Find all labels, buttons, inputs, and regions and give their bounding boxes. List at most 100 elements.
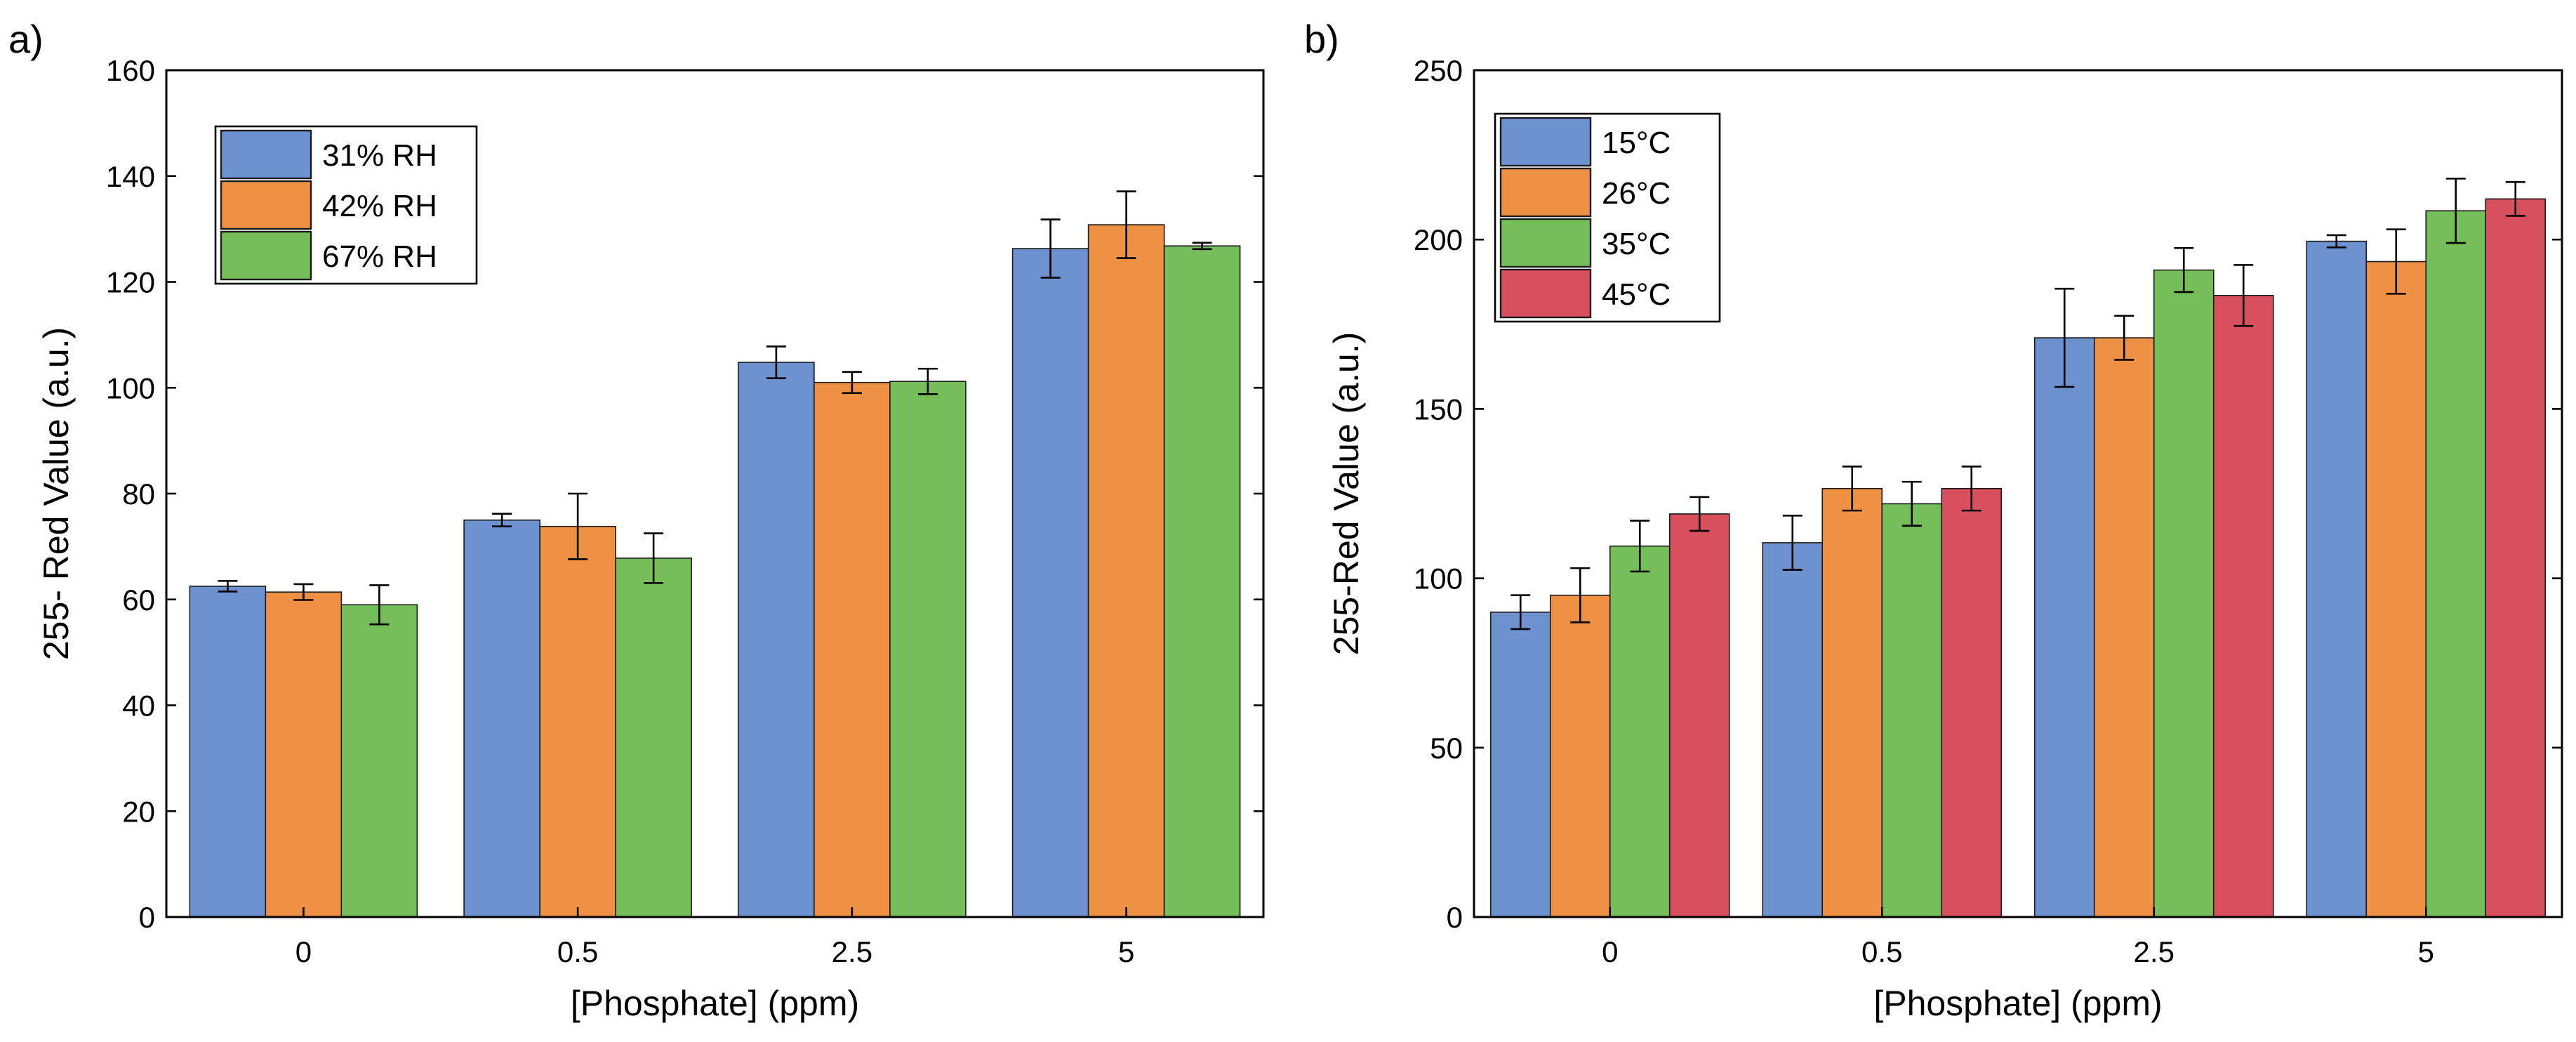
panel-b-bar-s0-c0 (1489, 612, 1551, 918)
panel-a-bar-s0-c3 (1011, 248, 1089, 918)
panel-b-ytick-label-0: 0 (1447, 901, 1463, 934)
panel-a-error-bar-s1-c0 (293, 583, 314, 601)
panel-b-error-bar-s3-c3 (2505, 180, 2525, 217)
panel-a-error-bar-s0-c3 (1040, 218, 1061, 279)
panel-b-legend-label-2: 35°C (1602, 227, 1671, 261)
panel-b-error-bar-s3-c0 (1689, 496, 1710, 532)
panel-b-error-bar-s1-c0 (1570, 567, 1591, 624)
panel-a-error-bar-s1-c3 (1116, 190, 1136, 259)
panel-b-bar-s2-c0 (1609, 545, 1671, 918)
panel-a-ytick-label-8: 160 (106, 54, 155, 87)
panel-b-xtick-label-2: 2.5 (2134, 935, 2175, 968)
panel-a-y-axis-label: 255- Red Value (a.u.) (36, 327, 76, 660)
panel-a-bar-s2-c1 (615, 558, 692, 918)
panel-b-error-bar-s3-c2 (2233, 264, 2254, 327)
panel-b-xtick-label-0: 0 (1602, 935, 1618, 968)
panel-b-x-axis-label: [Phosphate] (ppm) (1873, 984, 2162, 1023)
panel-a-error-bar-s1-c2 (842, 371, 862, 395)
panel-b-bar-s3-c1 (1941, 487, 2003, 918)
panel-a-bar-s2-c2 (889, 381, 967, 918)
panel-b-bar-s3-c0 (1668, 513, 1730, 918)
panel-a-ytick-label-2: 40 (122, 690, 155, 723)
panel-b-xtick-label-3: 5 (2418, 935, 2434, 968)
panel-b-error-bar-s0-c2 (2054, 287, 2075, 388)
panel-b-ytick-label-4: 200 (1414, 223, 1463, 256)
panel-b-legend-swatch-1 (1499, 167, 1592, 218)
panel-a-bar-s0-c2 (738, 362, 815, 918)
panel-b-axes-frame (1473, 69, 2563, 918)
panel-b-error-bar-s2-c3 (2445, 178, 2466, 244)
panel-a-bar-s1-c0 (265, 591, 343, 918)
panel-b-legend-label-1: 26°C (1602, 176, 1671, 211)
panel-a-legend-label-0: 31% RH (322, 138, 437, 173)
panel-a-error-bar-s1-c1 (568, 492, 588, 560)
panel-a-legend-swatch-2 (220, 230, 312, 281)
panel-b-error-bar-s0-c1 (1782, 515, 1802, 571)
panel-a-error-bar-s2-c2 (917, 367, 938, 395)
panel-b-legend-swatch-2 (1499, 218, 1592, 268)
panel-a-ytick-label-7: 140 (106, 160, 155, 193)
panel-b-ytick-label-2: 100 (1414, 562, 1463, 595)
panel-b-bar-s0-c3 (2306, 240, 2368, 918)
panel-a-legend-label-1: 42% RH (322, 189, 437, 223)
panel-b-error-bar-s2-c1 (1901, 480, 1922, 527)
panel-a-xtick-label-2: 2.5 (832, 935, 872, 968)
panel-a-error-bar-s0-c2 (766, 345, 786, 379)
panel-b-ytick-label-1: 50 (1430, 732, 1463, 765)
panel-a-error-bar-s0-c0 (218, 580, 238, 593)
panel-a-bar-s2-c3 (1163, 245, 1241, 918)
chart-panel-a: 0 20 40 60 80 100 120 140 160 0 0.5 2.5 5 [Phosphate]… (36, 54, 1265, 1023)
panel-a-legend-label-2: 67% RH (322, 239, 437, 274)
panel-b-bar-s2-c3 (2425, 210, 2487, 918)
panel-b-error-bar-s1-c3 (2386, 228, 2406, 295)
panel-b-xtick-label-1: 0.5 (1861, 935, 1902, 968)
panel-b-bar-s0-c2 (2033, 337, 2095, 918)
panel-a-legend-swatch-0 (220, 129, 312, 180)
panel-a-ytick-label-5: 100 (106, 371, 155, 404)
panel-b-error-bar-s2-c2 (2174, 246, 2194, 294)
panel-b-error-bar-s0-c3 (2326, 234, 2346, 249)
panel-b-legend-swatch-3 (1499, 268, 1592, 319)
panel-a-bar-s1-c2 (814, 381, 891, 918)
panel-b-error-bar-s2-c0 (1630, 520, 1650, 573)
panel-b-bar-s1-c3 (2365, 260, 2427, 918)
panel-a-bar-s1-c1 (539, 525, 616, 918)
panel-a-ytick-label-3: 60 (122, 583, 155, 616)
panel-b-error-bar-s0-c0 (1511, 594, 1531, 631)
panel-a-ytick-label-0: 0 (139, 901, 155, 934)
panel-a-ytick-label-1: 20 (122, 795, 155, 828)
panel-b-bar-s2-c1 (1881, 503, 1943, 918)
panel-b-ytick-label-5: 250 (1414, 54, 1463, 87)
panel-a-error-bar-s2-c0 (369, 584, 390, 626)
panel-b-legend-swatch-0 (1499, 117, 1592, 167)
panel-a-label: a) (8, 17, 44, 61)
panel-a-error-bar-s0-c1 (492, 513, 512, 528)
panel-b-bar-s3-c2 (2212, 294, 2274, 918)
panel-a-x-axis-label: [Phosphate] (ppm) (571, 984, 859, 1023)
panel-a-bar-s0-c1 (463, 519, 540, 918)
panel-a-xtick-label-0: 0 (296, 935, 312, 968)
panel-b-error-bar-s1-c2 (2114, 315, 2135, 361)
panel-b-bar-s1-c1 (1821, 487, 1883, 918)
chart-panel-b: 0 50 100 150 200 250 0 0.5 2.5 5 [Phosphate] (ppm)… (1327, 54, 2563, 1023)
panel-a-bar-s0-c0 (189, 586, 267, 918)
panel-b-bar-s3-c3 (2485, 198, 2547, 918)
panel-b-legend-label-0: 15°C (1602, 126, 1671, 160)
panel-b-error-bar-s3-c1 (1961, 466, 1981, 512)
panel-b-ytick-label-3: 150 (1414, 393, 1463, 426)
panel-a-ytick-label-6: 120 (106, 266, 155, 299)
panel-b-legend-label-3: 45°C (1602, 277, 1671, 312)
panel-a-xtick-label-1: 0.5 (557, 935, 598, 968)
panel-b-bar-s2-c2 (2153, 269, 2215, 918)
panel-a-bar-s2-c0 (340, 604, 418, 918)
panel-b-bar-s0-c1 (1762, 542, 1824, 918)
panel-a-bar-s1-c3 (1087, 224, 1165, 918)
panel-b-error-bar-s1-c1 (1842, 466, 1862, 512)
panel-a-ytick-label-4: 80 (122, 477, 155, 510)
panel-a-error-bar-s2-c3 (1192, 242, 1212, 251)
panel-b-y-axis-label: 255-Red Value (a.u.) (1327, 332, 1366, 655)
panel-b-label: b) (1304, 17, 1339, 61)
panel-a-xtick-label-3: 5 (1118, 935, 1134, 968)
panel-b-bar-s1-c0 (1549, 594, 1611, 918)
